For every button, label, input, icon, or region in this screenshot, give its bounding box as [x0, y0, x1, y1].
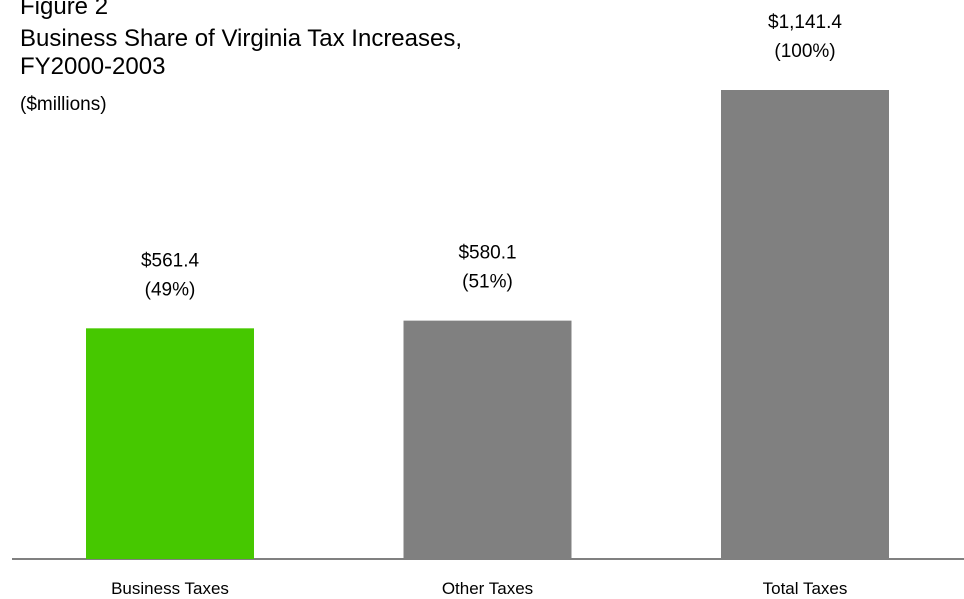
x-tick-label: Other Taxes — [442, 579, 533, 598]
percent-label: (49%) — [145, 279, 196, 300]
x-tick-label: Business Taxes — [111, 579, 229, 598]
figure-label: Figure 2 — [20, 0, 108, 20]
bar — [86, 328, 254, 559]
chart-title: FY2000-2003 — [20, 53, 165, 80]
x-tick-label: Total Taxes — [763, 579, 848, 598]
chart-title: Business Share of Virginia Tax Increases… — [20, 25, 462, 52]
value-label: $1,141.4 — [768, 12, 842, 33]
percent-label: (51%) — [462, 272, 513, 293]
percent-label: (100%) — [774, 41, 835, 62]
bar — [403, 320, 572, 559]
bar — [721, 90, 889, 559]
value-label: $580.1 — [458, 243, 516, 264]
chart-subtitle: ($millions) — [20, 94, 107, 115]
value-label: $561.4 — [141, 250, 200, 271]
